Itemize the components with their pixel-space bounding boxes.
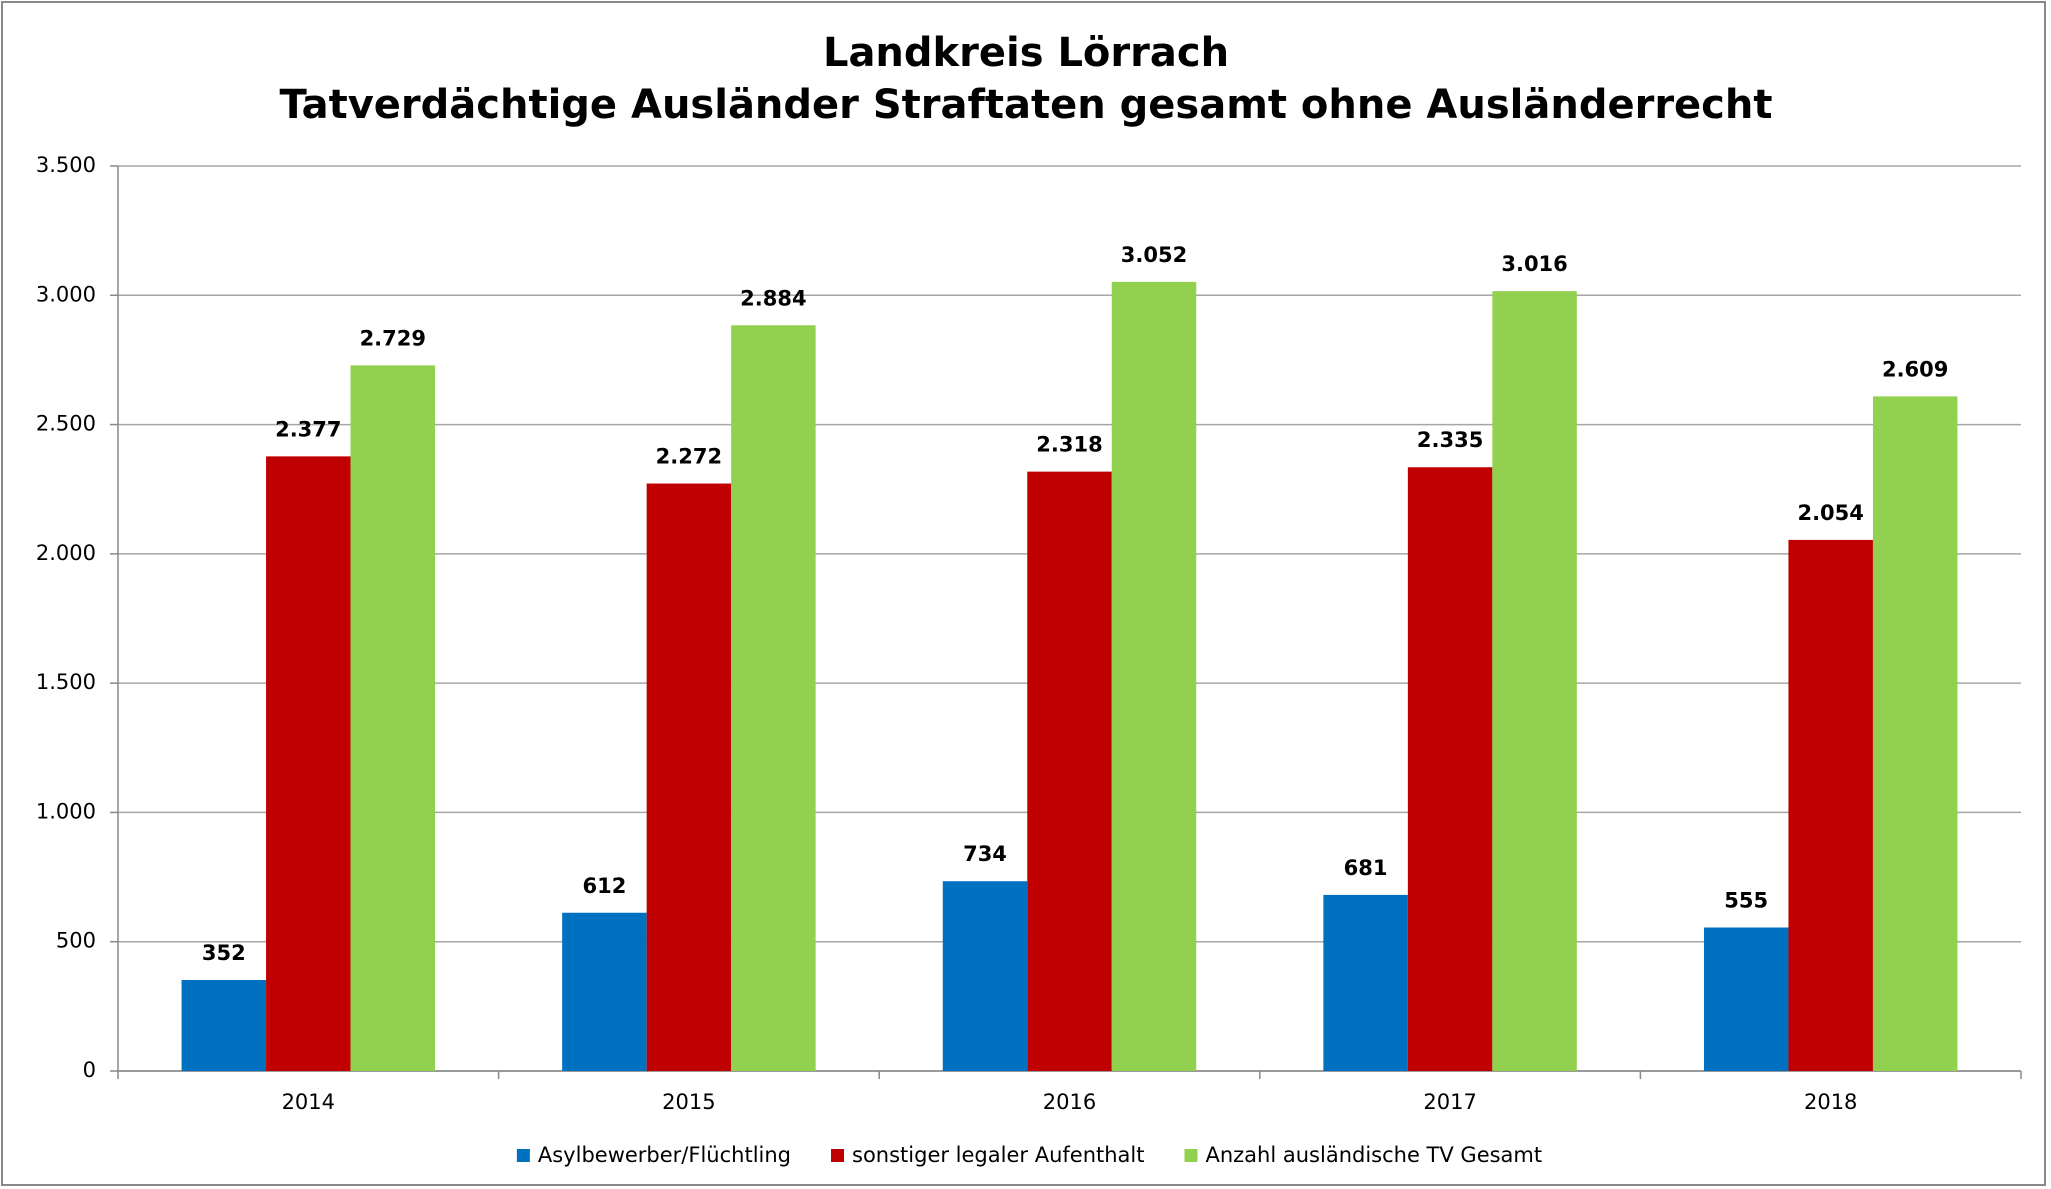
legend-swatch	[516, 1149, 530, 1162]
bar	[562, 912, 647, 1071]
value-label: 734	[963, 842, 1007, 866]
bar	[266, 456, 351, 1071]
y-tick-label: 1.000	[36, 799, 96, 823]
bar	[942, 881, 1028, 1071]
y-tick-label: 3.000	[36, 282, 96, 306]
y-tick-label: 0	[83, 1058, 96, 1082]
value-label: 2.609	[1882, 357, 1948, 381]
legend-label: sonstiger legaler Aufenthalt	[852, 1143, 1144, 1167]
bar	[1703, 927, 1789, 1071]
x-tick-label: 2014	[282, 1090, 335, 1114]
bar	[1323, 894, 1408, 1071]
value-label: 2.335	[1417, 428, 1483, 452]
value-label: 2.318	[1036, 433, 1102, 457]
bar	[1492, 291, 1577, 1071]
chart-subtitle: Tatverdächtige Ausländer Straftaten gesa…	[279, 82, 1772, 128]
bar	[731, 325, 816, 1071]
bar	[646, 483, 732, 1071]
value-label: 681	[1344, 856, 1388, 880]
x-tick-label: 2018	[1804, 1090, 1857, 1114]
x-tick-label: 2015	[662, 1090, 715, 1114]
y-tick-label: 2.000	[36, 541, 96, 565]
legend-label: Anzahl ausländische TV Gesamt	[1205, 1143, 1542, 1167]
chart-title: Landkreis Lörrach	[823, 30, 1229, 76]
value-label: 2.884	[740, 286, 806, 310]
value-label: 612	[582, 874, 626, 898]
bar	[350, 365, 436, 1071]
value-label: 352	[202, 941, 246, 965]
bar	[1788, 539, 1873, 1071]
bar	[1027, 471, 1112, 1071]
value-label: 2.729	[360, 326, 426, 350]
value-label: 555	[1724, 888, 1768, 912]
legend-swatch	[831, 1149, 845, 1162]
y-tick-label: 3.500	[36, 153, 96, 177]
value-label: 2.377	[275, 417, 341, 441]
bar	[181, 979, 267, 1071]
legend-swatch	[1184, 1149, 1198, 1162]
y-tick-label: 2.500	[36, 412, 96, 436]
x-tick-label: 2016	[1043, 1090, 1096, 1114]
value-label: 2.054	[1797, 501, 1863, 525]
y-tick-label: 500	[56, 929, 96, 953]
bar	[1111, 281, 1197, 1072]
y-tick-label: 1.500	[36, 670, 96, 694]
value-label: 3.052	[1121, 243, 1187, 267]
legend-label: Asylbewerber/Flüchtling	[538, 1143, 791, 1167]
value-label: 2.272	[656, 445, 722, 469]
bar	[1872, 396, 1958, 1071]
value-label: 3.016	[1501, 252, 1567, 276]
x-tick-label: 2017	[1423, 1090, 1476, 1114]
bar	[1407, 467, 1493, 1071]
